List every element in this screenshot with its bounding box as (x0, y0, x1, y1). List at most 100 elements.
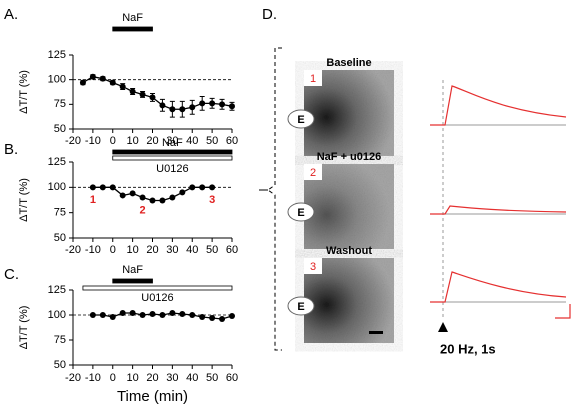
series-line (82, 76, 233, 110)
data-point (119, 192, 126, 199)
data-point (199, 314, 206, 320)
x-tick-label: 0 (110, 244, 116, 256)
point-annotation: 3 (209, 194, 215, 206)
x-tick-label: 30 (166, 372, 178, 384)
y-tick-label: 50 (54, 123, 66, 135)
treatment-bar (82, 285, 233, 291)
x-tick-label: -20 (65, 244, 81, 256)
panel-label: A. (4, 6, 18, 23)
data-point (209, 315, 216, 321)
data-point (189, 184, 196, 191)
y-tick-label: 100 (48, 309, 66, 321)
treatment-label: NaF (162, 137, 183, 149)
data-point (179, 311, 186, 317)
y-tick-label: 50 (54, 359, 66, 371)
treatment-bar (112, 155, 233, 161)
data-point (139, 312, 146, 318)
y-tick-label: 75 (54, 207, 66, 219)
x-tick-label: 20 (146, 135, 158, 147)
treatment-bar (112, 26, 153, 32)
x-tick-label: 30 (166, 135, 178, 147)
data-point (169, 106, 176, 113)
image-number: 2 (310, 167, 316, 179)
data-point (149, 94, 156, 101)
data-point (199, 184, 206, 191)
treatment-label: U0126 (156, 163, 188, 175)
treatment-bar (112, 278, 153, 284)
x-tick-label: 60 (226, 244, 238, 256)
data-point (99, 184, 106, 191)
data-point (119, 310, 126, 316)
data-point (209, 184, 216, 191)
data-point (219, 316, 226, 322)
x-tick-label: 20 (146, 244, 158, 256)
y-tick-label: 75 (54, 98, 66, 110)
treatment-label: U0126 (141, 292, 173, 304)
data-point (179, 106, 186, 113)
x-tick-label: 10 (127, 135, 139, 147)
data-point (139, 91, 146, 98)
x-tick-label: 10 (127, 372, 139, 384)
y-axis-label: ΔT/T (%) (18, 70, 30, 114)
x-axis-label: Time (min) (117, 388, 188, 405)
data-point (109, 79, 116, 86)
x-tick-label: -20 (65, 135, 81, 147)
bracket (267, 47, 282, 351)
image-title: Washout (326, 245, 372, 257)
image-number: 1 (310, 73, 316, 85)
electrode-label: E (297, 114, 304, 126)
x-tick-label: 40 (186, 244, 198, 256)
x-tick-label: 0 (110, 372, 116, 384)
x-tick-label: 50 (206, 372, 218, 384)
data-point (159, 102, 166, 109)
electrode-label: E (297, 301, 304, 313)
image-1 (287, 70, 394, 156)
y-tick-label: 125 (48, 156, 66, 168)
data-point (129, 310, 136, 316)
y-tick-label: 125 (48, 284, 66, 296)
y-tick-label: 100 (48, 181, 66, 193)
x-tick-label: -20 (65, 372, 81, 384)
data-point (149, 197, 156, 204)
y-tick-label: 75 (54, 334, 66, 346)
data-point (119, 83, 126, 90)
x-tick-label: -10 (85, 372, 101, 384)
data-point (189, 312, 196, 318)
x-tick-label: 40 (186, 135, 198, 147)
treatment-label: NaF (122, 12, 143, 24)
image-title: Baseline (326, 57, 371, 69)
image-3 (287, 258, 394, 343)
y-tick-label: 125 (48, 49, 66, 61)
electrode-label: E (297, 207, 304, 219)
data-point (189, 104, 196, 111)
data-point (109, 314, 116, 320)
x-tick-label: 30 (166, 244, 178, 256)
x-tick-label: 40 (186, 372, 198, 384)
y-axis-label: ΔT/T (%) (18, 306, 30, 350)
x-tick-label: 20 (146, 372, 158, 384)
data-point (99, 312, 106, 318)
x-tick-label: -10 (85, 244, 101, 256)
panel-label: B. (4, 141, 18, 158)
data-point (159, 197, 166, 204)
x-tick-label: -10 (85, 135, 101, 147)
data-point (89, 312, 96, 318)
data-point (109, 184, 116, 191)
data-point (79, 79, 86, 86)
data-point (89, 184, 96, 191)
x-tick-label: 50 (206, 135, 218, 147)
stimulus-label: 20 Hz, 1s (440, 341, 496, 356)
data-point (99, 75, 106, 82)
data-point (229, 313, 235, 319)
panel-label: C. (4, 266, 19, 283)
image-title: NaF + u0126 (317, 151, 382, 163)
point-annotation: 1 (90, 194, 96, 206)
stim-marker (438, 322, 448, 332)
data-point (139, 194, 146, 201)
image-2 (287, 164, 394, 249)
trace-baselines (430, 124, 566, 303)
x-tick-label: 60 (226, 135, 238, 147)
x-tick-label: 50 (206, 244, 218, 256)
data-point (169, 310, 176, 316)
